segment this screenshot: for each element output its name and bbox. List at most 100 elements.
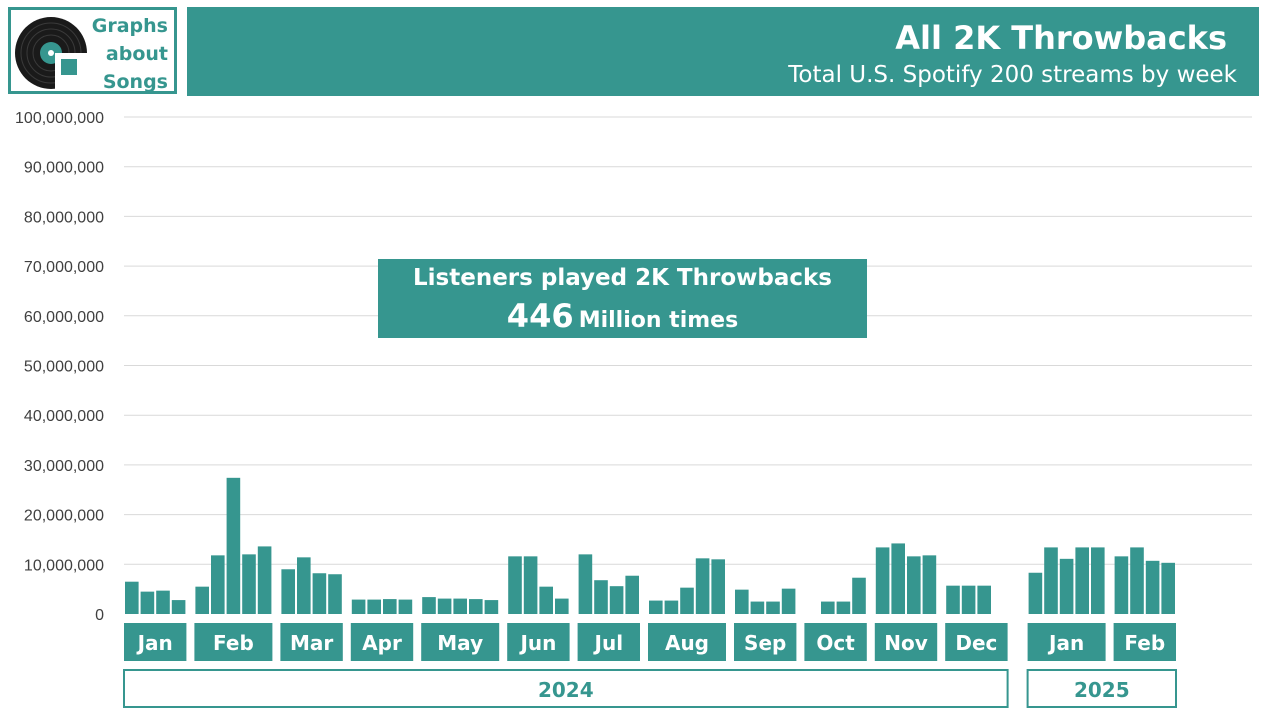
logo-line-2: about: [105, 43, 168, 65]
bar: [195, 586, 209, 614]
month-label-box: [280, 623, 343, 661]
month-label: May: [437, 631, 483, 655]
bar: [649, 600, 663, 614]
bar: [977, 585, 991, 614]
bar: [367, 599, 381, 614]
bar: [156, 590, 170, 614]
bar: [1091, 547, 1105, 614]
bar: [625, 575, 639, 614]
year-label: 2025: [1074, 678, 1130, 702]
bar: [281, 569, 295, 614]
month-label: Jul: [593, 631, 624, 655]
month-label-box: [1113, 623, 1176, 661]
bar: [594, 580, 608, 614]
y-tick-label: 70,000,000: [24, 259, 104, 276]
bar: [875, 547, 890, 614]
month-label: Dec: [955, 631, 997, 655]
callout-line1: Listeners played 2K Throwbacks: [413, 265, 832, 291]
y-tick-label: 40,000,000: [24, 408, 104, 425]
month-label: Apr: [362, 631, 402, 655]
bar: [1044, 547, 1058, 614]
bar: [735, 589, 749, 614]
bar: [351, 599, 366, 614]
callout-unit: Million times: [578, 308, 739, 333]
y-tick-label: 50,000,000: [24, 359, 104, 376]
bar: [555, 598, 569, 614]
bar: [578, 554, 593, 614]
bar: [891, 543, 905, 614]
bar: [484, 600, 499, 614]
callout-box: Listeners played 2K Throwbacks 446 Milli…: [378, 259, 867, 338]
month-label: Oct: [816, 631, 855, 655]
vinyl-record-icon: [15, 17, 91, 91]
year-label: 2024: [538, 678, 594, 702]
bar: [539, 586, 553, 614]
bar: [242, 554, 256, 614]
year-label-box: [1026, 669, 1177, 708]
bar: [1075, 547, 1089, 614]
month-label: Jun: [518, 631, 556, 655]
bar: [453, 598, 467, 614]
logo-wordmark: Graphs about Songs: [92, 12, 168, 96]
bar: [211, 555, 225, 614]
bar: [297, 557, 311, 614]
bar: [680, 587, 694, 614]
y-axis-ticks: 0 10,000,000 20,000,000 30,000,000 40,000,00…: [15, 110, 104, 624]
month-label: Jan: [136, 631, 173, 655]
y-tick-label: 100,000,000: [15, 110, 104, 127]
y-tick-label: 10,000,000: [24, 557, 104, 574]
y-tick-label: 80,000,000: [24, 209, 104, 226]
bars: [125, 477, 1175, 614]
bar: [312, 573, 327, 614]
bar: [609, 586, 624, 614]
bar: [328, 574, 342, 614]
month-label-box: [124, 623, 187, 661]
month-label: Feb: [213, 631, 254, 655]
month-label-box: [194, 623, 273, 661]
bar: [711, 559, 725, 614]
bar: [422, 597, 436, 614]
bar: [171, 600, 186, 614]
month-label: Mar: [290, 631, 333, 655]
logo: Graphs about Songs: [8, 7, 177, 94]
month-label: Aug: [665, 631, 709, 655]
bar: [781, 588, 796, 614]
month-label-box: [874, 623, 938, 661]
month-label-box: [804, 623, 867, 661]
grid-lines: [124, 116, 1252, 565]
y-tick-label: 20,000,000: [24, 508, 104, 525]
month-label: Nov: [884, 631, 928, 655]
y-tick-label: 90,000,000: [24, 160, 104, 177]
bar: [1161, 562, 1175, 614]
bar: [821, 601, 835, 614]
month-label-box: [945, 623, 1008, 661]
month-label-box: [507, 623, 570, 661]
bar: [836, 601, 851, 614]
month-label-box: [1027, 623, 1106, 661]
bar: [907, 556, 921, 614]
bar: [695, 558, 710, 614]
bar: [1130, 547, 1144, 614]
chart-subtitle: Total U.S. Spotify 200 streams by week: [788, 62, 1237, 88]
bar: [766, 601, 780, 614]
bar: [852, 577, 866, 614]
year-labels: 2024 2025: [123, 669, 1177, 708]
bar: [946, 585, 960, 614]
bar: [1114, 556, 1129, 614]
month-label: Sep: [744, 631, 786, 655]
month-label-box: [350, 623, 414, 661]
bar: [508, 556, 522, 614]
bar: [383, 599, 397, 614]
month-label-box: [734, 623, 797, 661]
y-tick-label: 60,000,000: [24, 309, 104, 326]
bar: [398, 599, 413, 614]
bar: [257, 546, 272, 614]
bar: [226, 477, 241, 614]
logo-line-1: Graphs: [91, 15, 168, 37]
bar: [1028, 572, 1043, 614]
month-label: Feb: [1124, 631, 1165, 655]
bar: [1145, 560, 1160, 614]
logo-line-3: Songs: [102, 71, 168, 93]
y-tick-label: 0: [95, 607, 104, 624]
month-label: Jan: [1047, 631, 1084, 655]
